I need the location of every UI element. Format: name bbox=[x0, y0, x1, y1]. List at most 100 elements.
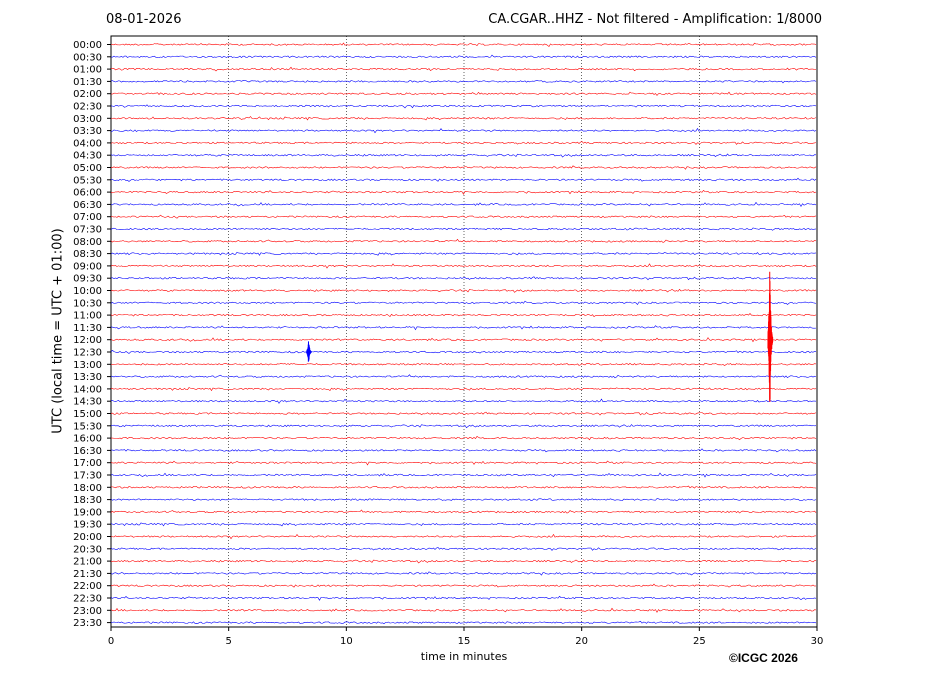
trace-row bbox=[110, 288, 817, 293]
trace-row bbox=[110, 91, 817, 96]
row-label: 06:30 bbox=[73, 200, 102, 211]
row-label: 13:00 bbox=[73, 360, 102, 371]
row-label: 05:00 bbox=[73, 163, 102, 174]
copyright-text: ©ICGC 2026 bbox=[729, 651, 798, 665]
trace-row bbox=[110, 201, 817, 208]
row-label: 10:00 bbox=[73, 286, 102, 297]
row-label: 01:00 bbox=[73, 65, 102, 76]
trace-row bbox=[110, 472, 817, 478]
row-label: 12:00 bbox=[73, 335, 102, 346]
x-tick-label: 25 bbox=[693, 636, 706, 647]
x-tick-label: 30 bbox=[811, 636, 824, 647]
trace-row bbox=[110, 177, 817, 182]
row-label: 18:30 bbox=[73, 495, 102, 506]
row-label: 20:30 bbox=[73, 544, 102, 555]
row-label: 15:30 bbox=[73, 421, 102, 432]
row-label: 17:00 bbox=[73, 458, 102, 469]
trace-row bbox=[110, 595, 817, 601]
y-axis-label: UTC (local time = UTC + 01:00) bbox=[50, 228, 66, 434]
seismic-event bbox=[767, 271, 774, 402]
x-tick-label: 5 bbox=[225, 636, 231, 647]
trace-row bbox=[110, 411, 817, 416]
trace-row bbox=[110, 54, 817, 58]
row-label: 21:30 bbox=[73, 569, 102, 580]
trace-row bbox=[110, 66, 817, 72]
row-label: 19:00 bbox=[73, 507, 102, 518]
trace-row bbox=[110, 251, 817, 256]
trace-row bbox=[110, 276, 817, 281]
row-label: 00:00 bbox=[73, 40, 102, 51]
row-label: 04:00 bbox=[73, 138, 102, 149]
trace-row bbox=[110, 424, 817, 429]
row-label: 03:00 bbox=[73, 114, 102, 125]
row-label: 09:30 bbox=[73, 274, 102, 285]
x-tick-label: 20 bbox=[575, 636, 588, 647]
chart-title: CA.CGAR..HHZ - Not filtered - Amplificat… bbox=[488, 12, 822, 27]
row-label: 06:00 bbox=[73, 188, 102, 199]
x-axis-label: time in minutes bbox=[420, 650, 508, 663]
row-label: 22:00 bbox=[73, 581, 102, 592]
trace-row bbox=[110, 448, 817, 453]
trace-row bbox=[110, 485, 817, 489]
row-label: 18:00 bbox=[73, 483, 102, 494]
trace-row bbox=[110, 522, 817, 527]
row-label: 11:30 bbox=[73, 323, 102, 334]
trace-row bbox=[110, 337, 817, 343]
trace-row bbox=[110, 127, 817, 134]
trace-row bbox=[110, 436, 817, 441]
row-label: 07:00 bbox=[73, 212, 102, 223]
row-label: 23:00 bbox=[73, 606, 102, 617]
row-label: 00:30 bbox=[73, 52, 102, 63]
trace-row bbox=[110, 387, 817, 392]
trace-row bbox=[110, 374, 817, 379]
trace-row bbox=[110, 350, 817, 354]
row-label: 20:00 bbox=[73, 532, 102, 543]
trace-row bbox=[110, 498, 817, 502]
seismic-event bbox=[306, 341, 312, 362]
trace-row bbox=[110, 362, 817, 366]
trace-row bbox=[110, 620, 817, 625]
x-tick-label: 15 bbox=[458, 636, 471, 647]
trace-row bbox=[110, 571, 817, 576]
trace-row bbox=[110, 165, 817, 170]
row-label: 03:30 bbox=[73, 126, 102, 137]
row-label: 08:30 bbox=[73, 249, 102, 260]
row-label: 05:30 bbox=[73, 175, 102, 186]
trace-row bbox=[110, 300, 817, 305]
row-label: 15:00 bbox=[73, 409, 102, 420]
trace-row bbox=[110, 263, 817, 269]
x-tick-label: 10 bbox=[340, 636, 353, 647]
row-label: 01:30 bbox=[73, 77, 102, 88]
trace-row bbox=[110, 80, 817, 84]
row-label: 02:00 bbox=[73, 89, 102, 100]
trace-row bbox=[110, 398, 817, 404]
trace-row bbox=[110, 214, 817, 219]
trace-row bbox=[110, 227, 817, 231]
trace-row bbox=[110, 460, 817, 466]
row-label: 11:00 bbox=[73, 311, 102, 322]
row-label: 10:30 bbox=[73, 298, 102, 309]
trace-row bbox=[110, 559, 817, 564]
trace-row bbox=[110, 313, 817, 317]
row-label: 17:30 bbox=[73, 471, 102, 482]
trace-row bbox=[110, 116, 817, 121]
trace-row bbox=[110, 533, 817, 540]
plot-frame bbox=[110, 35, 818, 628]
trace-row bbox=[110, 190, 817, 195]
row-label: 07:30 bbox=[73, 225, 102, 236]
trace-row bbox=[110, 509, 817, 514]
chart-date: 08-01-2026 bbox=[106, 12, 182, 27]
trace-row bbox=[110, 104, 817, 109]
row-label: 16:00 bbox=[73, 434, 102, 445]
row-label: 09:00 bbox=[73, 261, 102, 272]
trace-row bbox=[110, 238, 817, 243]
row-label: 14:30 bbox=[73, 397, 102, 408]
row-label: 13:30 bbox=[73, 372, 102, 383]
trace-row bbox=[110, 325, 817, 331]
x-tick-label: 0 bbox=[108, 636, 114, 647]
row-label: 14:00 bbox=[73, 384, 102, 395]
trace-row bbox=[110, 141, 817, 145]
row-label: 16:30 bbox=[73, 446, 102, 457]
trace-row bbox=[110, 583, 817, 588]
